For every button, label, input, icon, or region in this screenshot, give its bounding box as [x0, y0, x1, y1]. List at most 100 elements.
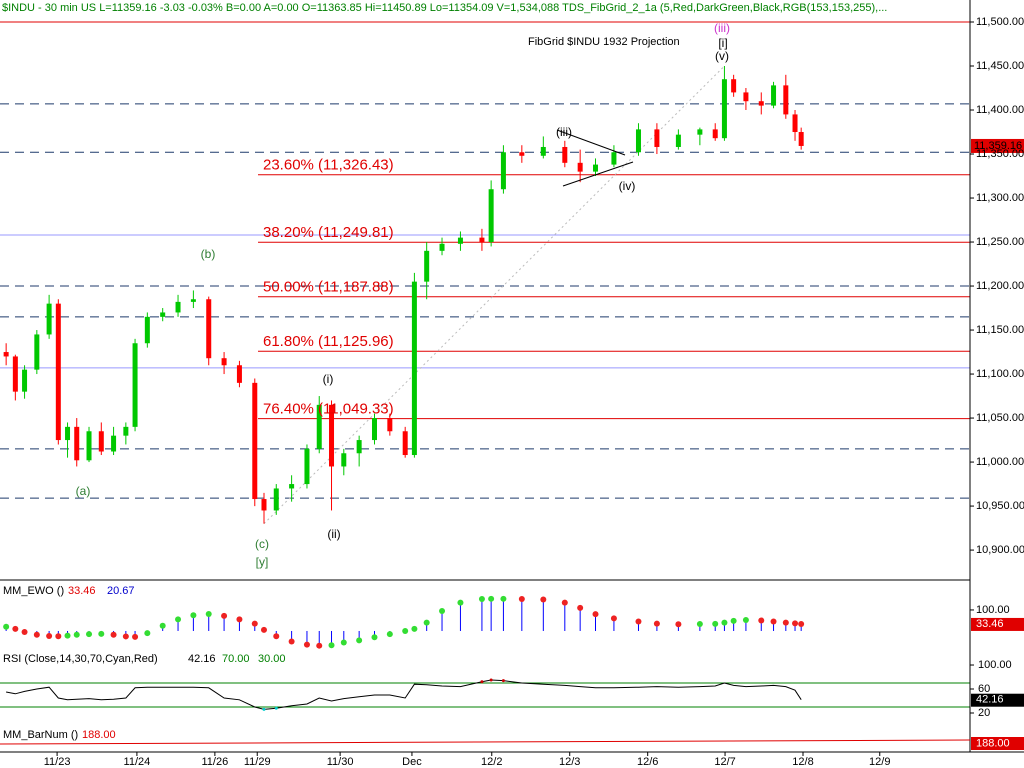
ewo-dot — [478, 596, 485, 603]
y-tick-label: 11,050.00 — [976, 412, 1024, 424]
ewo-dot — [33, 631, 40, 638]
candle-body — [160, 312, 166, 317]
ewo-dot — [730, 617, 737, 624]
x-tick-label: 12/9 — [869, 756, 890, 768]
candle-body — [635, 129, 641, 153]
ewo-dot — [303, 641, 310, 648]
ewo-dot — [742, 617, 749, 624]
ewo-dot — [610, 615, 617, 622]
candle-body — [654, 129, 660, 147]
wave-label: (iv) — [619, 179, 636, 193]
candle-body — [457, 237, 463, 244]
last-price-box — [971, 138, 1024, 153]
candle-body — [488, 189, 494, 243]
candle-body — [132, 343, 138, 427]
candle-body — [316, 404, 322, 449]
candle-body — [356, 440, 362, 454]
barnum-box — [971, 737, 1024, 750]
fib-label: 61.80% (11,125.96) — [263, 333, 394, 350]
ewo-dot — [190, 612, 197, 619]
candle-body — [402, 431, 408, 456]
levels — [0, 21, 974, 756]
x-tick-label: 11/26 — [202, 756, 229, 768]
candle-body — [144, 316, 150, 344]
x-tick-label: 11/24 — [124, 756, 151, 768]
ewo-dot — [98, 630, 105, 637]
ewo-dot — [635, 618, 642, 625]
ewo-dot — [457, 599, 464, 606]
ewo-dot — [782, 619, 789, 626]
candle-body — [439, 243, 445, 251]
ewo-dot — [236, 616, 243, 623]
projection-line — [263, 65, 725, 525]
ewo-dot — [439, 608, 446, 615]
ewo-dot — [221, 612, 228, 619]
x-tick-label: 12/7 — [714, 756, 735, 768]
wave-label: [y] — [256, 555, 269, 569]
ewo-dot — [758, 617, 765, 624]
ewo-title: MM_EWO () — [3, 585, 64, 597]
ewo-dot — [316, 642, 323, 649]
candle-body — [771, 85, 777, 106]
wave-label: [i] — [718, 36, 727, 50]
x-tick-label: 12/2 — [481, 756, 502, 768]
candle-body — [86, 431, 92, 461]
ewo-dot — [798, 620, 805, 627]
rsi-readout: 30.00 — [258, 653, 286, 665]
wave-label: (b) — [201, 247, 216, 261]
ewo-dot — [592, 611, 599, 618]
wave-label: (i) — [323, 372, 334, 386]
y-tick-label: 11,150.00 — [976, 324, 1024, 336]
ewo-dot — [273, 633, 280, 640]
rsi-extreme — [489, 678, 493, 682]
fib-label: 38.20% (11,249.81) — [263, 224, 394, 241]
candle-body — [236, 365, 242, 383]
candle-body — [252, 382, 258, 500]
candle-body — [206, 299, 212, 359]
ewo-dot — [64, 632, 71, 639]
candle-body — [519, 152, 525, 156]
candle-body — [593, 164, 599, 172]
y-tick-label: 11,450.00 — [976, 60, 1024, 72]
ewo-dot — [653, 620, 660, 627]
barnum-label: 188.00 — [976, 737, 1010, 749]
ewo-dot — [340, 639, 347, 646]
candle-body — [22, 369, 28, 392]
ewo-dot — [371, 634, 378, 641]
ewo-dot — [21, 629, 28, 636]
y-tick-label: 11,200.00 — [976, 280, 1024, 292]
ewo-dot — [386, 631, 393, 638]
candle-body — [289, 484, 295, 489]
candle-body — [783, 85, 789, 115]
y-tick-label: 20 — [978, 707, 990, 719]
candle-body — [792, 114, 798, 133]
ewo-dot — [110, 631, 117, 638]
candle-body — [304, 448, 310, 485]
candle-body — [341, 453, 347, 467]
ewo-dot — [328, 642, 335, 649]
wave-label: (c) — [255, 537, 269, 551]
ewo-dot — [712, 620, 719, 627]
ewo-dot — [3, 623, 10, 630]
ewo-dot — [144, 630, 151, 637]
rsi-extreme — [501, 679, 505, 683]
y-tick-label: 11,250.00 — [976, 236, 1024, 248]
ewo-value-box — [971, 617, 1024, 631]
y-tick-label: 10,900.00 — [976, 544, 1024, 556]
candle-body — [3, 352, 9, 357]
barnum-line — [0, 739, 971, 745]
x-tick-label: 12/3 — [559, 756, 580, 768]
ewo-dot — [356, 637, 363, 644]
ewo-dot — [251, 620, 258, 627]
candle-body — [65, 426, 71, 441]
ewo-dot — [86, 631, 93, 638]
candle-body — [175, 301, 181, 313]
rsi-extreme — [480, 680, 484, 684]
header: $INDU - 30 min US L=11359.16 -3.03 -0.03… — [2, 2, 887, 14]
candle-body — [424, 250, 430, 282]
candle-body — [46, 303, 52, 335]
ewo-dot — [73, 631, 80, 638]
rsi-readout: 42.16 — [188, 653, 216, 665]
